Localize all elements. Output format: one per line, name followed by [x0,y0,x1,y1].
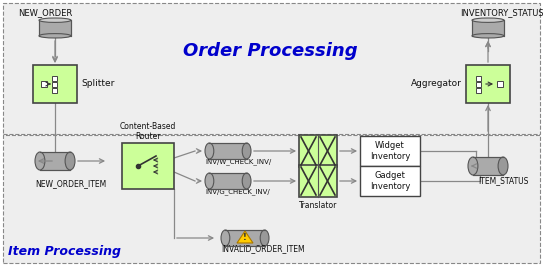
Text: Item Processing: Item Processing [8,245,121,258]
Text: Gadget
Inventory: Gadget Inventory [370,171,410,191]
Ellipse shape [205,173,214,189]
Bar [39,20,71,36]
Text: INV/G_CHECK_INV/: INV/G_CHECK_INV/ [205,188,270,195]
Bar [473,157,503,175]
Ellipse shape [39,18,71,22]
Text: INV/W_CHECK_INV/: INV/W_CHECK_INV/ [205,158,272,165]
Bar [40,152,70,170]
Bar [52,88,57,93]
Text: Order Processing: Order Processing [182,42,357,60]
Bar [476,76,481,81]
Bar [210,173,247,189]
Text: !: ! [243,234,247,243]
Bar [360,136,420,166]
Ellipse shape [39,34,71,38]
Text: INVALID_ORDER_ITEM: INVALID_ORDER_ITEM [221,244,305,253]
Ellipse shape [242,173,251,189]
Bar [52,76,57,81]
Bar [210,143,247,159]
Ellipse shape [260,230,269,246]
Bar [52,81,57,86]
Bar [360,166,420,196]
Bar [299,165,337,197]
Bar [3,3,540,134]
Text: Splitter: Splitter [81,80,115,89]
Ellipse shape [35,152,45,170]
Ellipse shape [205,143,214,159]
Bar [41,81,47,87]
Text: Widget
Inventory: Widget Inventory [370,141,410,161]
Text: Translator: Translator [299,201,337,210]
Text: INVENTORY_STATUS: INVENTORY_STATUS [460,8,543,17]
Polygon shape [237,231,253,243]
Bar [122,143,174,189]
Ellipse shape [472,18,504,22]
Bar [497,81,503,87]
Text: Content-Based
Router: Content-Based Router [120,122,176,141]
Text: NEW_ORDER_ITEM: NEW_ORDER_ITEM [35,179,106,188]
Bar [299,135,337,167]
Ellipse shape [498,157,508,175]
Ellipse shape [242,143,251,159]
Ellipse shape [65,152,75,170]
Text: NEW_ORDER: NEW_ORDER [18,8,72,17]
Bar [225,230,264,246]
Bar [3,135,540,263]
Bar [476,81,481,86]
Ellipse shape [221,230,230,246]
Text: ITEM_STATUS: ITEM_STATUS [478,176,528,185]
Text: Aggregator: Aggregator [411,80,462,89]
Bar [33,65,77,103]
Bar [472,20,504,36]
Ellipse shape [472,34,504,38]
Bar [466,65,510,103]
Ellipse shape [468,157,478,175]
Bar [476,88,481,93]
